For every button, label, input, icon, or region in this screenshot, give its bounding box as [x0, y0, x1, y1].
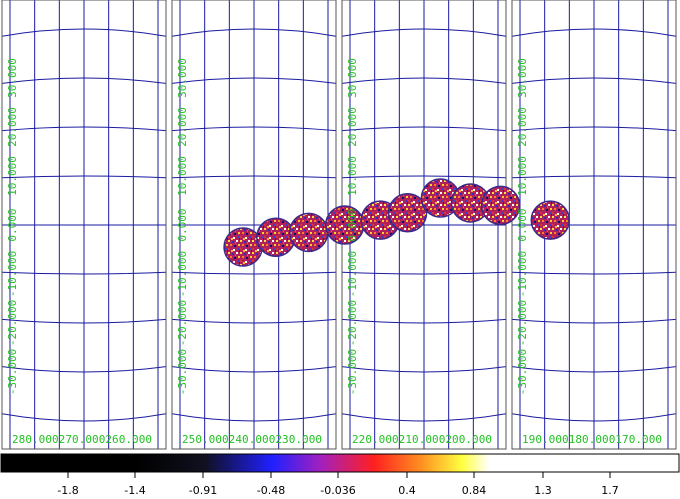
colorbar-tick-label: 0.4 — [398, 484, 416, 497]
ra-axis-labels: 190.000180.000170.000 — [522, 433, 662, 446]
ra-axis-labels: 280.000270.000260.000 — [12, 433, 152, 446]
dec-axis-label: 30.000 — [516, 58, 529, 98]
parallel-line — [172, 77, 336, 84]
parallel-line — [172, 126, 336, 132]
parallel-line — [2, 271, 166, 275]
parallel-line — [172, 318, 336, 324]
colorbar-gradient — [0, 453, 680, 473]
source-blob-1 — [223, 227, 263, 267]
dec-axis-label: 0.000 — [346, 208, 359, 241]
dec-axis-label: -30.000 — [6, 349, 19, 395]
dec-axis-label: -30.000 — [176, 349, 189, 395]
ra-axis-labels: 220.000210.000200.000 — [352, 433, 492, 446]
colorbar-tick-label: -1.8 — [57, 484, 78, 497]
panel-frame — [511, 0, 677, 450]
dec-axis-label: 20.000 — [6, 107, 19, 147]
parallel-line — [512, 318, 676, 324]
source-blob-6 — [387, 193, 428, 233]
parallel-line — [512, 175, 676, 179]
dec-axis-label: -20.000 — [516, 300, 529, 346]
ra-axis-labels: 250.000240.000230.000 — [182, 433, 322, 446]
map-panel-1 — [1, 0, 167, 450]
colorbar-tick-label: 1.3 — [534, 484, 552, 497]
parallel-line — [172, 175, 336, 179]
colorbar-tick-label: 1.7 — [601, 484, 619, 497]
dec-axis-label: 10.000 — [346, 156, 359, 196]
parallel-line — [172, 271, 336, 275]
dec-axis-label: 20.000 — [516, 107, 529, 147]
colorbar-tick-label: -0.91 — [189, 484, 217, 497]
colorbar-tick-label: -0.036 — [320, 484, 355, 497]
colorbar-tick-label: -1.4 — [124, 484, 145, 497]
parallel-line — [342, 175, 506, 179]
parallel-line — [172, 28, 336, 37]
parallel-line — [342, 28, 506, 37]
source-blob-10 — [530, 200, 571, 240]
parallel-line — [172, 366, 336, 373]
source-blob-9 — [480, 185, 521, 226]
parallel-line — [342, 318, 506, 324]
dec-axis-label: 10.000 — [176, 156, 189, 196]
colorbar-tick-label: 0.84 — [462, 484, 487, 497]
sky-map: 280.000270.000260.000 30.000 20.000 10.000 0… — [1, 0, 677, 450]
dec-axis-label: -30.000 — [516, 349, 529, 395]
parallel-line — [2, 413, 166, 422]
dec-axis-label: -10.000 — [516, 251, 529, 297]
parallel-line — [2, 175, 166, 179]
dec-axis-label: -20.000 — [346, 300, 359, 346]
source-blob-2 — [256, 217, 296, 257]
dec-axis-label: -10.000 — [176, 251, 189, 297]
dec-axis-label: 0.000 — [6, 208, 19, 241]
dec-axis-label: 0.000 — [176, 208, 189, 241]
dec-axis-label: 30.000 — [176, 58, 189, 98]
dec-axis-label: 30.000 — [6, 58, 19, 98]
dec-axis-label: -20.000 — [176, 300, 189, 346]
dec-axis-label: -10.000 — [6, 251, 19, 297]
colorbar: -1.8 -1.4 -0.91 -0.48 -0.036 0.4 0.84 1.3 1.7 — [0, 453, 680, 497]
parallel-line — [2, 28, 166, 37]
parallel-line — [172, 413, 336, 422]
dec-axis-label: -20.000 — [6, 300, 19, 346]
parallel-line — [342, 77, 506, 84]
parallel-line — [342, 366, 506, 373]
parallel-line — [512, 413, 676, 422]
dec-axis-label: 0.000 — [516, 208, 529, 241]
panel-frame — [1, 0, 167, 450]
parallel-line — [2, 366, 166, 373]
dec-axis-label: 20.000 — [346, 107, 359, 147]
parallel-line — [512, 366, 676, 373]
dec-axis-label: 20.000 — [176, 107, 189, 147]
parallel-line — [512, 126, 676, 132]
parallel-line — [2, 126, 166, 132]
dec-axis-label: 10.000 — [516, 156, 529, 196]
dec-axis-label: 10.000 — [6, 156, 19, 196]
parallel-line — [342, 413, 506, 422]
dec-axis-label: -10.000 — [346, 251, 359, 297]
parallel-line — [512, 28, 676, 37]
parallel-line — [342, 271, 506, 275]
dec-axis-label: -30.000 — [346, 349, 359, 395]
parallel-line — [2, 318, 166, 324]
colorbar-tick-label: -0.48 — [257, 484, 285, 497]
parallel-line — [2, 77, 166, 84]
parallel-line — [512, 77, 676, 84]
parallel-line — [342, 126, 506, 132]
parallel-line — [512, 271, 676, 275]
dec-axis-label: 30.000 — [346, 58, 359, 98]
source-blob-3 — [288, 212, 329, 253]
